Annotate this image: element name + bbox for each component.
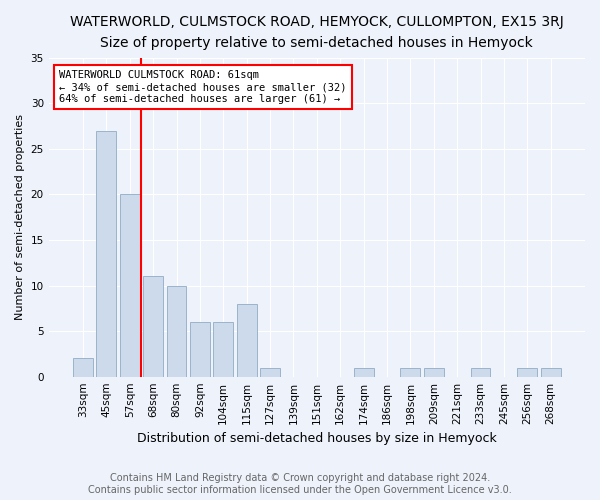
Bar [517, 368, 537, 376]
Bar [97, 130, 116, 376]
Bar [353, 368, 374, 376]
Bar [400, 368, 421, 376]
Bar [143, 276, 163, 376]
Title: WATERWORLD, CULMSTOCK ROAD, HEMYOCK, CULLOMPTON, EX15 3RJ
Size of property relat: WATERWORLD, CULMSTOCK ROAD, HEMYOCK, CUL… [70, 15, 564, 50]
X-axis label: Distribution of semi-detached houses by size in Hemyock: Distribution of semi-detached houses by … [137, 432, 497, 445]
Bar [190, 322, 210, 376]
Bar [167, 286, 187, 376]
Y-axis label: Number of semi-detached properties: Number of semi-detached properties [15, 114, 25, 320]
Bar [260, 368, 280, 376]
Text: WATERWORLD CULMSTOCK ROAD: 61sqm
← 34% of semi-detached houses are smaller (32)
: WATERWORLD CULMSTOCK ROAD: 61sqm ← 34% o… [59, 70, 347, 104]
Bar [120, 194, 140, 376]
Text: Contains HM Land Registry data © Crown copyright and database right 2024.
Contai: Contains HM Land Registry data © Crown c… [88, 474, 512, 495]
Bar [214, 322, 233, 376]
Bar [237, 304, 257, 376]
Bar [73, 358, 93, 376]
Bar [424, 368, 443, 376]
Bar [470, 368, 490, 376]
Bar [541, 368, 560, 376]
